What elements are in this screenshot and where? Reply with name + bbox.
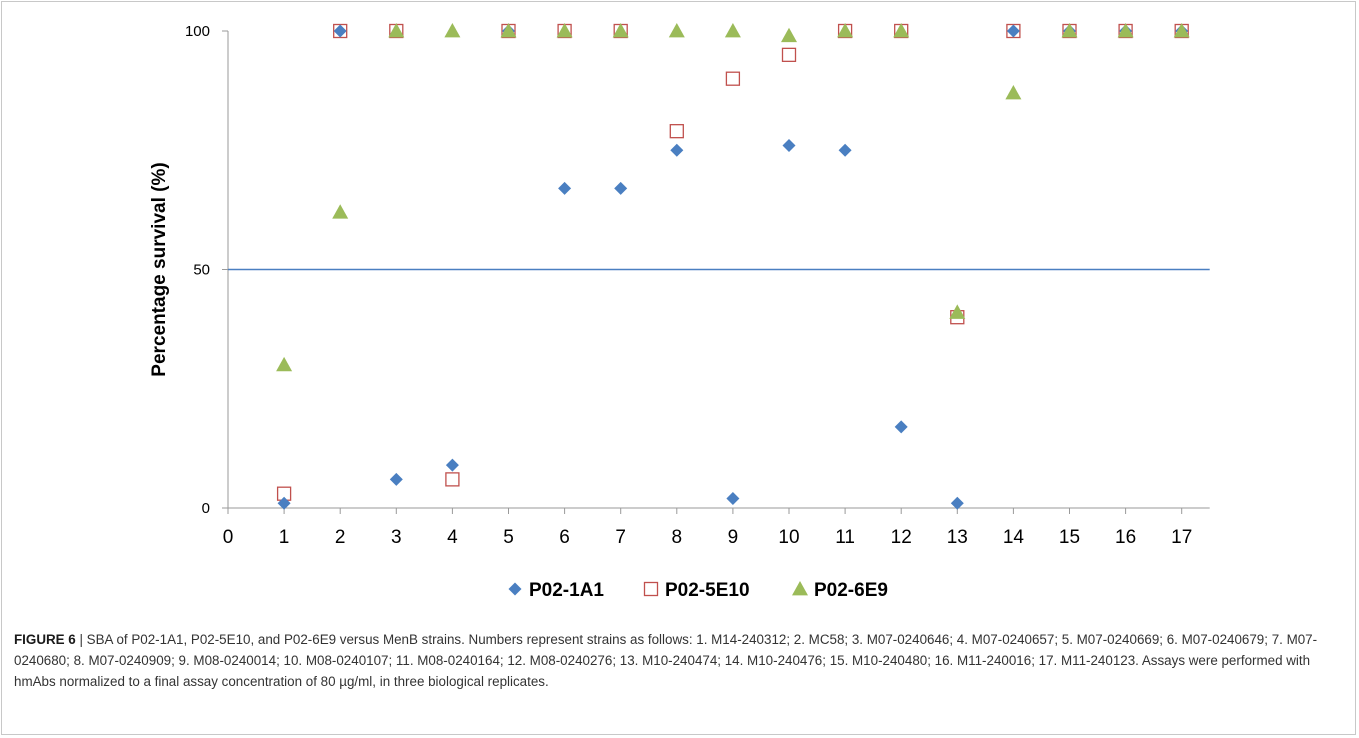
x-tick-label: 6 (559, 527, 570, 548)
data-point (333, 24, 347, 38)
data-point (556, 23, 573, 38)
caption-text: | SBA of P02-1A1, P02-5E10, and P02-6E9 … (14, 632, 1318, 689)
figure-caption: FIGURE 6 | SBA of P02-1A1, P02-5E10, and… (14, 629, 1344, 692)
x-tick-label: 9 (728, 527, 739, 548)
data-point (894, 420, 908, 434)
legend-label-p02-5e10: P02-5E10 (665, 580, 750, 601)
x-tick-label: 15 (1059, 527, 1080, 548)
series-p02-1a1 (277, 24, 1189, 510)
data-point (893, 23, 910, 38)
y-tick-label: 100 (185, 23, 210, 40)
data-point (445, 458, 459, 472)
data-point (332, 204, 349, 219)
x-tick-label: 10 (778, 527, 799, 548)
legend-marker-p02-1a1 (508, 582, 522, 596)
data-point (949, 304, 966, 319)
data-point (837, 23, 854, 38)
data-point (445, 472, 460, 487)
x-tick-label: 0 (223, 527, 234, 548)
data-point (612, 23, 629, 38)
x-tick-label: 14 (1003, 527, 1025, 548)
data-point (1173, 23, 1190, 38)
data-point (781, 27, 797, 43)
legend-marker-p02-5e10 (643, 581, 659, 597)
data-point (1005, 85, 1022, 100)
x-tick-label: 4 (447, 527, 458, 548)
data-point (670, 143, 684, 157)
data-point (388, 23, 405, 38)
data-point (500, 23, 517, 38)
x-tick-label: 5 (503, 527, 514, 548)
y-tick-label: 0 (202, 500, 210, 517)
x-tick-label: 8 (672, 527, 683, 548)
data-point (782, 138, 796, 152)
legend-label-p02-1a1: P02-1A1 (529, 580, 604, 601)
data-point (1061, 23, 1078, 38)
legend-label-p02-6e9: P02-6E9 (814, 580, 888, 601)
y-axis-label: Percentage survival (%) (149, 162, 170, 376)
x-tick-label: 1 (279, 527, 290, 548)
data-point (838, 143, 852, 157)
data-point (614, 181, 628, 195)
data-point (726, 491, 740, 505)
legend-marker-p02-6e9 (792, 581, 808, 596)
data-point (277, 496, 291, 510)
series-p02-5e10 (276, 23, 1189, 501)
x-tick-label: 3 (391, 527, 402, 548)
data-point (781, 47, 797, 62)
data-point (725, 71, 741, 86)
data-point (389, 472, 403, 486)
data-point (558, 181, 572, 195)
series-p02-6e9 (276, 23, 1190, 372)
data-point (1006, 24, 1020, 38)
data-point (276, 356, 293, 372)
x-tick-label: 16 (1115, 527, 1136, 548)
data-point (950, 496, 964, 510)
data-point (1117, 23, 1134, 38)
x-tick-label: 2 (335, 527, 346, 548)
caption-label: FIGURE 6 (14, 632, 76, 647)
data-point (444, 23, 461, 38)
x-tick-label: 17 (1171, 527, 1192, 548)
data-point (668, 23, 685, 38)
data-point (724, 23, 741, 38)
x-tick-label: 12 (891, 527, 912, 548)
x-tick-label: 7 (615, 527, 626, 548)
y-tick-label: 50 (193, 262, 210, 279)
data-point (669, 124, 684, 139)
x-tick-label: 11 (835, 527, 855, 548)
x-tick-label: 13 (947, 527, 968, 548)
